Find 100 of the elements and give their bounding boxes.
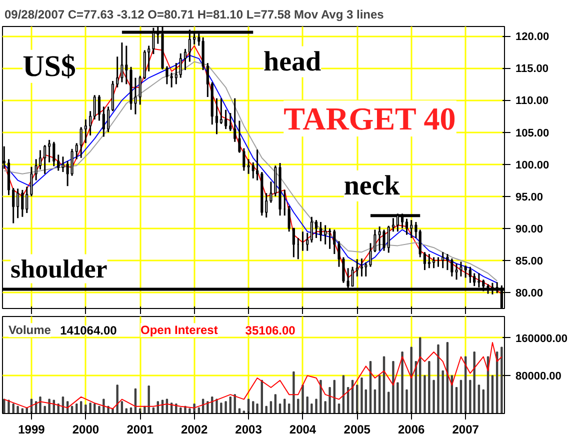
annotation: TARGET 40	[284, 100, 456, 136]
x-tick-label: 2003	[235, 422, 262, 436]
candlestick	[369, 242, 372, 268]
candlestick	[21, 189, 24, 218]
annotation: 35106.00	[245, 324, 296, 338]
candlestick	[410, 219, 413, 239]
ref-line-label: shoulder	[10, 254, 108, 284]
candlestick	[174, 62, 178, 85]
y-tick-label: 80000.00	[516, 370, 562, 383]
candlestick	[166, 65, 168, 85]
candlestick	[125, 44, 128, 85]
annotation: 141064.00	[60, 324, 118, 338]
candlestick	[170, 72, 173, 88]
candlestick	[314, 219, 318, 239]
annotation: neck	[344, 170, 400, 202]
candlestick	[229, 112, 232, 132]
y-tick-label: 85.00	[516, 255, 544, 268]
candlestick	[446, 253, 449, 271]
candlestick	[70, 148, 74, 177]
candlestick	[84, 118, 87, 144]
candlestick	[374, 228, 376, 253]
candlestick	[460, 260, 462, 278]
annotation: head	[264, 46, 322, 78]
candlestick	[102, 106, 105, 138]
chart-title: 09/28/2007 C=77.63 -3.12 O=80.71 H=81.10 L=77.58 Mov Avg 3 lines	[4, 8, 384, 22]
x-tick-label: 2002	[180, 422, 208, 436]
candlestick	[30, 166, 33, 198]
y-tick-label: 100.00	[516, 159, 550, 172]
candlestick	[360, 258, 364, 278]
candlestick	[224, 109, 228, 130]
annotation: US$	[22, 50, 76, 83]
y-tick-label: 160000.00	[516, 332, 568, 345]
y-tick-label: 115.00	[516, 63, 549, 76]
candlestick	[89, 110, 92, 136]
x-tick-label: 1999	[18, 422, 46, 436]
y-tick-label: 95.00	[516, 191, 544, 204]
candlestick	[184, 48, 187, 71]
candlestick	[324, 224, 327, 246]
candlestick	[234, 98, 236, 143]
candlestick	[265, 192, 268, 218]
candlestick	[252, 162, 254, 180]
candlestick	[242, 148, 246, 172]
candlestick	[26, 186, 28, 214]
candlestick	[405, 218, 408, 236]
candlestick	[473, 272, 476, 287]
candlestick	[428, 253, 430, 269]
candlestick	[116, 56, 119, 88]
line-series	[4, 342, 502, 410]
candlestick	[206, 62, 209, 98]
candlestick	[387, 225, 390, 254]
candlestick	[247, 158, 250, 175]
candlestick	[215, 98, 218, 135]
candlestick	[338, 240, 340, 268]
candlestick	[93, 94, 96, 120]
x-tick-label: 2005	[344, 422, 371, 436]
candlestick	[356, 258, 358, 278]
x-tick-label: 2001	[126, 422, 154, 436]
candlestick	[220, 98, 222, 125]
candlestick	[319, 221, 322, 242]
candlestick	[364, 262, 368, 278]
candlestick	[256, 148, 259, 182]
candlestick	[62, 156, 64, 173]
x-tick-label: 2007	[452, 422, 480, 436]
candlestick	[16, 188, 20, 219]
y-tick-label: 80.00	[516, 287, 544, 300]
candlestick	[382, 228, 386, 252]
candlestick	[138, 75, 142, 106]
candlestick	[179, 52, 182, 79]
candlestick	[450, 258, 454, 278]
candlestick	[80, 126, 82, 159]
candlestick	[328, 228, 332, 250]
candlestick	[306, 232, 309, 252]
candlestick	[120, 42, 124, 84]
candlestick	[106, 106, 110, 133]
candlestick	[52, 141, 56, 167]
candlestick	[48, 139, 51, 164]
candlestick	[455, 262, 458, 280]
candlestick	[310, 216, 313, 244]
candlestick	[333, 228, 336, 255]
text: Open Interest	[140, 323, 218, 338]
candlestick	[342, 256, 345, 284]
y-tick-label: 110.00	[516, 95, 549, 108]
candlestick	[442, 251, 444, 269]
candlestick	[432, 256, 436, 269]
candlestick	[12, 187, 15, 224]
candlestick	[75, 142, 78, 160]
text: Volume	[8, 323, 52, 338]
candlestick	[292, 228, 295, 258]
candlestick	[38, 149, 42, 170]
x-tick-label: 2004	[289, 422, 316, 436]
candlestick	[423, 251, 426, 271]
y-tick-label: 120.00	[516, 31, 550, 44]
candlestick	[34, 158, 38, 182]
candlestick	[44, 144, 46, 175]
y-tick-label: 90.00	[516, 223, 544, 236]
candlestick	[468, 266, 472, 284]
candlestick	[464, 264, 467, 278]
candlestick	[238, 120, 241, 154]
candlestick	[288, 205, 290, 232]
x-tick-label: 2006	[398, 422, 426, 436]
